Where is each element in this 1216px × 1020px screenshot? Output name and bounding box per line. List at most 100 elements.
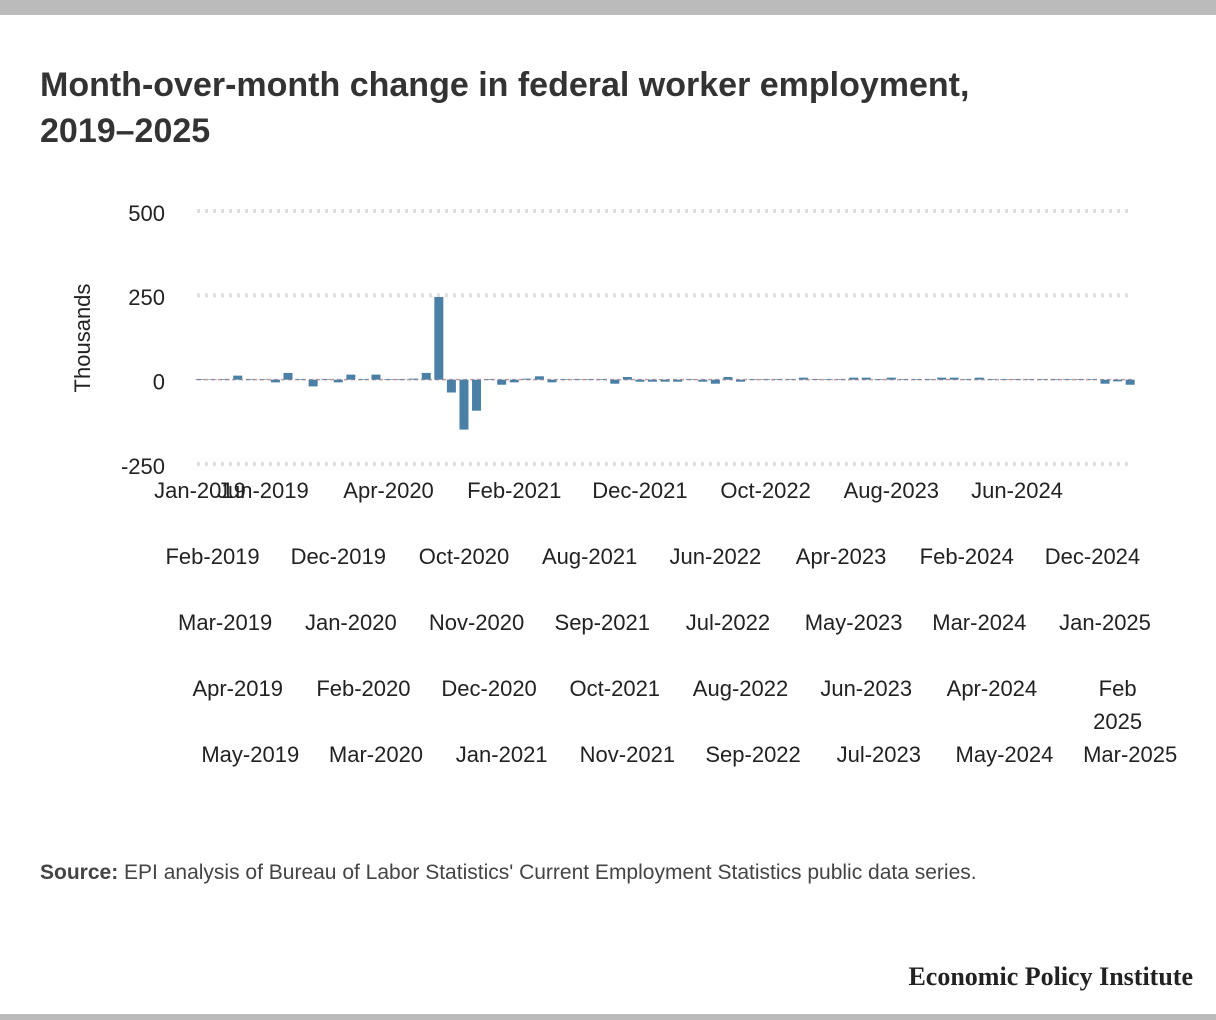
bar bbox=[836, 378, 846, 380]
bar bbox=[1037, 378, 1047, 380]
x-tick-label: Apr-2023 bbox=[796, 544, 887, 569]
bar bbox=[597, 378, 607, 380]
x-tick-label: Oct-2021 bbox=[570, 676, 661, 701]
bottom-bar bbox=[0, 1014, 1216, 1020]
bar bbox=[409, 378, 419, 380]
x-tick-label: Dec-2019 bbox=[291, 544, 386, 569]
bar bbox=[874, 378, 884, 380]
bar bbox=[1100, 379, 1110, 384]
x-tick-label: Jun-2023 bbox=[820, 676, 912, 701]
x-tick-label: May-2024 bbox=[956, 742, 1054, 767]
x-tick-label: Jan-2021 bbox=[456, 742, 548, 767]
x-tick-label: Jun-2022 bbox=[669, 544, 761, 569]
bar bbox=[849, 377, 859, 380]
bar bbox=[673, 379, 683, 382]
bar bbox=[761, 378, 771, 380]
bar bbox=[1050, 378, 1060, 380]
bar bbox=[924, 378, 934, 380]
x-tick-label: Nov-2020 bbox=[429, 610, 524, 635]
x-tick-label: Jan-2020 bbox=[305, 610, 397, 635]
chart-title: Month-over-month change in federal worke… bbox=[40, 66, 979, 150]
bar bbox=[861, 377, 871, 380]
x-tick-label: Dec-2020 bbox=[441, 676, 536, 701]
bar bbox=[509, 379, 519, 383]
bar bbox=[811, 378, 821, 380]
x-tick-label: Jul-2022 bbox=[686, 610, 770, 635]
y-tick-label: 0 bbox=[153, 369, 165, 394]
x-tick-label: Feb-2020 bbox=[316, 676, 410, 701]
bar bbox=[572, 378, 582, 380]
bar bbox=[773, 378, 783, 380]
bar bbox=[886, 377, 896, 380]
x-tick-label: May-2023 bbox=[805, 610, 903, 635]
bar bbox=[635, 379, 645, 382]
bar bbox=[949, 377, 959, 380]
bar bbox=[346, 374, 356, 380]
bar bbox=[484, 378, 494, 380]
bar bbox=[421, 372, 431, 380]
bar bbox=[497, 379, 507, 385]
bar bbox=[1012, 378, 1022, 380]
source-text: EPI analysis of Bureau of Labor Statisti… bbox=[124, 861, 977, 884]
bar bbox=[308, 379, 318, 387]
bar bbox=[899, 378, 909, 380]
x-tick-label: Mar-2024 bbox=[932, 610, 1026, 635]
bar bbox=[208, 379, 218, 380]
bar bbox=[685, 378, 695, 380]
x-tick-label: Jun-2019 bbox=[217, 478, 309, 503]
y-tick-label: -250 bbox=[121, 454, 165, 479]
bar bbox=[1075, 378, 1085, 380]
bar bbox=[622, 376, 632, 380]
bar bbox=[798, 377, 808, 380]
x-tick-label: Jan-2025 bbox=[1059, 610, 1151, 635]
bar bbox=[459, 379, 469, 430]
bar bbox=[522, 378, 532, 380]
bar bbox=[824, 378, 833, 380]
bar bbox=[610, 379, 620, 384]
bar bbox=[698, 379, 708, 382]
bar bbox=[710, 379, 720, 384]
y-axis-label: Thousands bbox=[70, 284, 95, 393]
bar bbox=[748, 378, 758, 380]
x-tick-label: Feb 2025 bbox=[1093, 676, 1142, 734]
x-tick-label: Mar-2020 bbox=[329, 742, 423, 767]
bar bbox=[786, 378, 796, 380]
bar bbox=[560, 378, 570, 380]
top-bar bbox=[0, 0, 1216, 15]
brand: Economic Policy Institute bbox=[908, 962, 1193, 991]
x-tick-label: Aug-2023 bbox=[844, 478, 939, 503]
bar bbox=[547, 379, 557, 383]
x-tick-label: Nov-2021 bbox=[580, 742, 675, 767]
bar bbox=[585, 378, 595, 380]
bar bbox=[660, 379, 670, 382]
bar bbox=[296, 378, 306, 380]
x-tick-label: Aug-2021 bbox=[542, 544, 637, 569]
bar bbox=[1125, 379, 1135, 385]
bar bbox=[434, 297, 444, 380]
x-tick-label: Jul-2023 bbox=[837, 742, 921, 767]
bar bbox=[987, 378, 997, 380]
y-tick-label: 500 bbox=[128, 201, 165, 226]
x-tick-label: Apr-2019 bbox=[192, 676, 283, 701]
bar bbox=[937, 377, 947, 380]
bar bbox=[333, 379, 343, 383]
source-label: Source: bbox=[40, 861, 118, 884]
bar bbox=[396, 378, 406, 380]
x-tick-label: Feb-2019 bbox=[165, 544, 259, 569]
x-tick-label: Dec-2024 bbox=[1045, 544, 1140, 569]
bar bbox=[962, 378, 972, 380]
bar bbox=[195, 378, 205, 380]
x-tick-label: Apr-2020 bbox=[343, 478, 434, 503]
bar bbox=[371, 374, 381, 380]
x-tick-label: Mar-2025 bbox=[1083, 742, 1177, 767]
bar bbox=[1062, 378, 1072, 380]
bar bbox=[358, 378, 368, 380]
bar bbox=[233, 375, 243, 380]
bar bbox=[321, 378, 331, 380]
x-tick-label: Apr-2024 bbox=[947, 676, 1038, 701]
bar bbox=[384, 378, 394, 380]
x-tick-label: Jan-2019 bbox=[154, 478, 246, 503]
bar bbox=[723, 376, 733, 380]
bar bbox=[648, 379, 658, 382]
bar bbox=[283, 372, 293, 380]
